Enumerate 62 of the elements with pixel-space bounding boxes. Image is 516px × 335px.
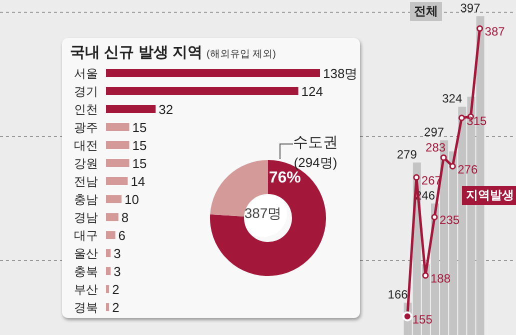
y-tick-label: 전남 (74, 174, 98, 188)
bar (106, 69, 320, 78)
data-label: 15 (132, 156, 147, 172)
slice-label: 수도권 (293, 133, 338, 152)
chart-title: 국내 신규 발생 지역 (70, 44, 203, 61)
data-label: 397 (460, 1, 481, 16)
data-label: 138명 (323, 66, 358, 82)
data-label: 32 (158, 102, 174, 118)
data-label: 324 (442, 92, 462, 106)
annotation: 387명 (244, 205, 282, 221)
bar (106, 105, 156, 114)
bar (106, 177, 128, 186)
y-tick-label: 서울 (74, 66, 98, 80)
data-label: 297 (424, 125, 444, 140)
y-tick-label: 경북 (74, 300, 98, 314)
y-tick-label: 부산 (74, 282, 98, 296)
data-label: 15 (132, 120, 147, 136)
text: 전체 (410, 2, 442, 21)
y-tick-label: 대구 (74, 228, 98, 242)
bar (106, 285, 110, 294)
data-label: 3 (114, 246, 121, 262)
annotation: (294명) (293, 154, 338, 171)
data-label: 166 (388, 288, 408, 302)
y-tick-label: 충남 (74, 192, 98, 206)
bar (106, 159, 130, 168)
data-label: 155 (412, 312, 433, 326)
data-label: 279 (396, 148, 418, 162)
data-label: 276 (458, 162, 478, 176)
chart-subtitle: (해외유입 제외) (206, 49, 276, 60)
y-tick-label: 대전 (74, 138, 98, 152)
data-label: 6 (118, 228, 126, 244)
data-label: 283 (426, 140, 446, 155)
data-label: 2 (112, 282, 120, 298)
bar (106, 231, 116, 240)
bar (106, 303, 110, 312)
series-label: 지역발생 (462, 186, 516, 205)
data-label: 124 (301, 84, 323, 100)
data-label: 387 (484, 24, 506, 39)
data-label: 10 (124, 192, 139, 208)
data-label: 235 (440, 213, 460, 228)
bar (106, 87, 298, 96)
data-label: 188 (430, 271, 451, 286)
y-tick-label: 인천 (74, 102, 98, 116)
bar (106, 267, 111, 276)
y-tick-label: 경남 (74, 210, 98, 224)
bar (106, 249, 111, 258)
data-label: 2 (112, 300, 120, 316)
data-label: 14 (130, 174, 146, 190)
data-label: 315 (466, 114, 488, 128)
y-tick-label: 강원 (74, 156, 98, 170)
y-tick-label: 광주 (74, 120, 98, 134)
data-label: 76% (268, 169, 301, 186)
data-label: 3 (114, 264, 121, 280)
y-tick-label: 충북 (74, 264, 98, 278)
y-tick-label: 울산 (74, 246, 98, 260)
data-label: 8 (121, 210, 129, 226)
bar (106, 213, 118, 222)
bar (106, 123, 130, 132)
bar (106, 141, 130, 150)
y-tick-label: 경기 (74, 84, 98, 98)
data-label: 15 (132, 138, 147, 154)
bar (106, 195, 122, 204)
